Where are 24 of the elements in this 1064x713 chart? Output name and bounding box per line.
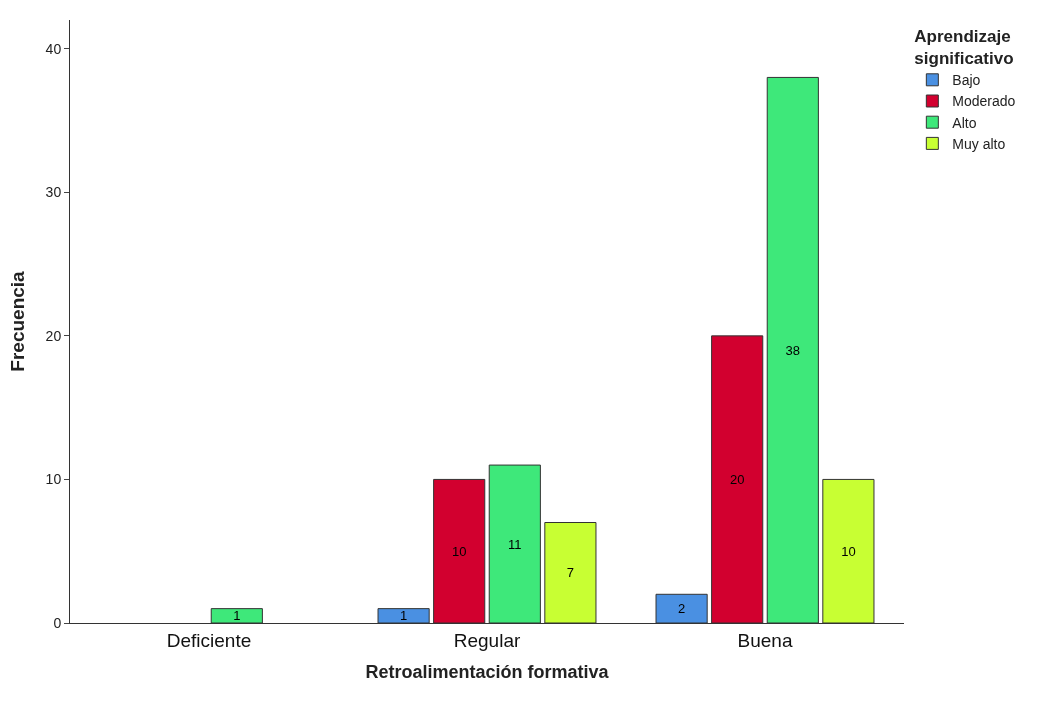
x-axis-title: Retroalimentación formativa <box>365 661 610 682</box>
data-label: 11 <box>508 536 522 552</box>
data-label: 1 <box>399 608 408 624</box>
legend-label: Bajo <box>952 72 981 89</box>
data-label: 2 <box>677 601 686 617</box>
y-axis-title: Frecuencia <box>7 270 29 372</box>
data-label: 10 <box>451 543 467 559</box>
y-tick-label: 30 <box>45 184 62 201</box>
data-label: 38 <box>785 342 801 358</box>
data-label: 10 <box>841 543 856 559</box>
x-tick-label: Regular <box>453 629 521 651</box>
legend-label: Alto <box>952 114 977 131</box>
data-label: 1 <box>233 608 241 624</box>
x-tick-label: Deficiente <box>166 629 252 651</box>
y-tick-label: 10 <box>45 471 62 488</box>
legend-label: Muy alto <box>952 135 1006 152</box>
data-label: 7 <box>566 565 575 581</box>
data-label: 20 <box>729 471 745 487</box>
y-tick-label: 40 <box>45 40 62 57</box>
x-tick-label: Buena <box>737 629 793 651</box>
y-tick-label: 0 <box>53 614 62 631</box>
y-tick-label: 20 <box>45 327 62 344</box>
legend-label: Moderado <box>952 93 1016 110</box>
legend-title: Aprendizaje significativo <box>914 27 1014 69</box>
